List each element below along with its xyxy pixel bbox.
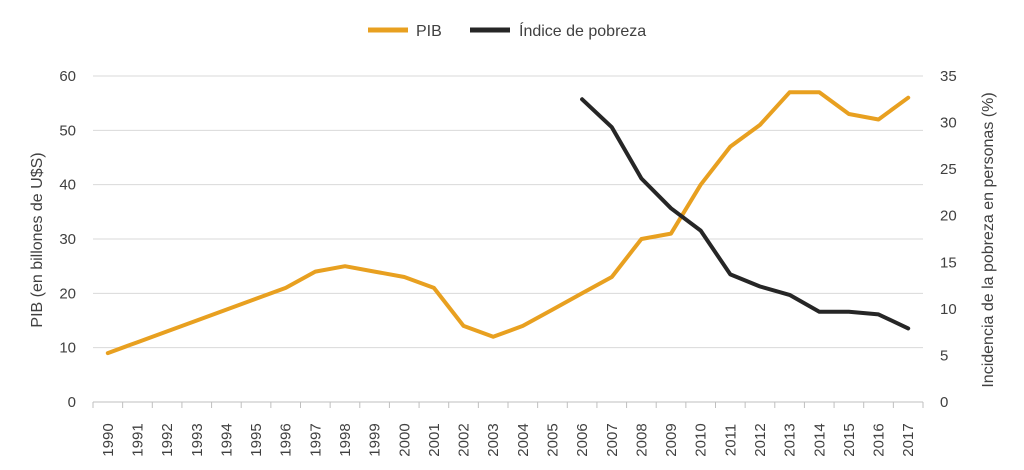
x-tick-label: 2008: [633, 423, 650, 456]
x-tick-label: 2010: [693, 423, 710, 456]
x-tick-label: 2011: [722, 424, 739, 456]
y2-tick-label: 15: [940, 254, 957, 271]
y-tick-label: 10: [59, 340, 76, 357]
legend-label: Índice de pobreza: [519, 21, 646, 40]
x-tick-label: 2009: [663, 423, 680, 456]
y2-tick-label: 10: [940, 301, 957, 318]
x-tick-label: 1996: [278, 423, 295, 456]
y2-tick-label: 30: [940, 115, 957, 132]
axes: 0 10 20 30 40 50 60 0 5 10 15 20 25 30 35 1990 1991 1992 1…: [59, 68, 956, 457]
y2-tick-label: 0: [940, 394, 948, 411]
x-tick-label: 2002: [456, 423, 473, 456]
y-tick-label: 60: [59, 68, 76, 85]
y-tick-label: 20: [59, 285, 76, 302]
series-line-pobreza: [580, 97, 911, 331]
legend-label: PIB: [416, 23, 442, 40]
x-tick-label: 2012: [752, 423, 769, 456]
x-tick-label: 2017: [900, 423, 917, 456]
x-tick-label: 2016: [871, 423, 888, 456]
x-tick-label: 2006: [574, 423, 591, 456]
x-tick-label: 1998: [337, 423, 354, 456]
x-tick-label: 1997: [307, 423, 324, 456]
y2-tick-label: 5: [940, 347, 948, 364]
y-tick-label: 0: [68, 394, 76, 411]
x-tick-label: 1994: [218, 423, 235, 456]
gridlines: [93, 75, 923, 349]
y-tick-label: 40: [59, 177, 76, 194]
series-line-pib: [105, 90, 911, 356]
x-tick-label: 2003: [485, 423, 502, 456]
x-tick-label: 1990: [100, 423, 117, 456]
x-tick-label: 2014: [811, 423, 828, 456]
y-tick-label: 30: [59, 231, 76, 248]
x-tick-label: 1995: [248, 423, 265, 456]
x-tick-label: 2015: [841, 423, 858, 456]
y-axis-title: PIB (en billones de U$S): [29, 152, 46, 327]
y-tick-label: 50: [59, 122, 76, 139]
x-tick-label: 2000: [396, 423, 413, 456]
x-tick-label: 1993: [189, 423, 206, 456]
series-lines: [105, 90, 911, 356]
y2-axis-title: Incidencia de la pobreza en personas (%): [980, 92, 997, 387]
y2-tick-label: 25: [940, 161, 957, 178]
x-tick-label: 2013: [782, 423, 799, 456]
x-tick-label: 2005: [544, 423, 561, 456]
x-tick-label: 1992: [159, 423, 176, 456]
x-tick-label: 1999: [367, 423, 384, 456]
x-tick-label: 2001: [426, 423, 443, 456]
y2-tick-label: 35: [940, 68, 957, 85]
x-tick-label: 2004: [515, 423, 532, 456]
x-tick-label: 2007: [604, 423, 621, 456]
x-tick-label: 1991: [129, 423, 146, 456]
legend: PIB Índice de pobreza: [368, 21, 646, 40]
y2-tick-label: 20: [940, 208, 957, 225]
